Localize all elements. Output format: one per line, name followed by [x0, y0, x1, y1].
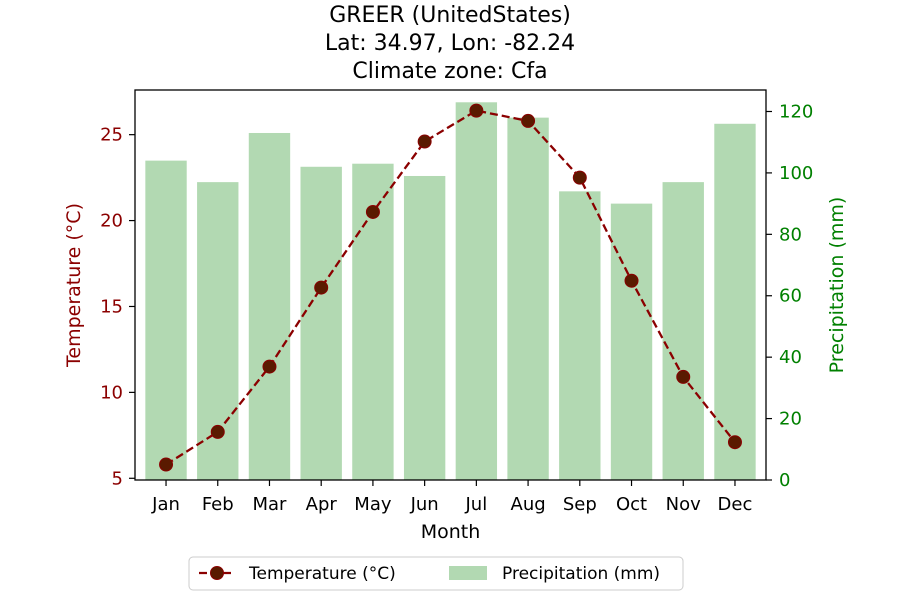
temperature-point-mar	[262, 359, 277, 374]
legend-temperature-label: Temperature (°C)	[248, 564, 396, 584]
x-tick-label-dec: Dec	[718, 494, 753, 515]
right-y-tick-label: 20	[779, 409, 802, 430]
x-tick-label-mar: Mar	[252, 494, 287, 515]
temperature-point-sep	[572, 170, 587, 185]
x-tick-label-may: May	[354, 494, 392, 515]
left-y-tick-label: 25	[100, 125, 123, 146]
precipitation-bar-sep	[559, 191, 601, 481]
precipitation-bar-nov	[662, 182, 704, 481]
precipitation-bar-oct	[610, 203, 653, 480]
right-y-tick-label: 60	[779, 286, 802, 307]
right-y-tick-label: 120	[779, 101, 813, 122]
precipitation-bar-jul	[455, 102, 498, 481]
temperature-point-jun	[417, 134, 432, 149]
precipitation-bar-jan	[145, 160, 187, 480]
temperature-line-path	[165, 109, 736, 466]
temperature-point-apr	[314, 280, 329, 295]
x-tick-label-jul: Jul	[465, 494, 488, 515]
left-y-tick-label: 20	[100, 211, 123, 232]
chart-title: GREER (UnitedStates) Lat: 34.97, Lon: -82…	[325, 3, 575, 84]
x-tick-label-sep: Sep	[563, 494, 597, 515]
left-y-axis-label: Temperature (°C)	[63, 203, 85, 368]
right-y-tick-label: 0	[779, 470, 790, 491]
x-tick-label-jun: Jun	[410, 494, 439, 515]
precipitation-bars	[145, 102, 756, 481]
x-tick-label-oct: Oct	[616, 494, 647, 515]
left-y-tick-label: 10	[100, 382, 123, 403]
temperature-point-dec	[727, 435, 742, 450]
temperature-line	[159, 103, 742, 472]
temperature-point-oct	[624, 273, 639, 288]
precipitation-bar-jun	[403, 175, 446, 480]
precipitation-bar-mar	[248, 132, 291, 480]
x-tick-label-apr: Apr	[306, 494, 338, 515]
temperature-point-aug	[521, 113, 536, 128]
precipitation-bar-apr	[300, 166, 342, 480]
x-tick-label-aug: Aug	[511, 494, 546, 515]
chart-title-line-3: Climate zone: Cfa	[352, 59, 547, 84]
right-y-tick-label: 100	[779, 163, 813, 184]
temperature-point-jan	[159, 457, 174, 472]
legend-precipitation-label: Precipitation (mm)	[502, 564, 660, 584]
legend: Temperature (°C) Precipitation (mm)	[188, 556, 684, 591]
plot-frame	[134, 89, 767, 481]
legend-box	[188, 556, 684, 591]
x-tick-label-nov: Nov	[666, 494, 701, 515]
chart-title-line-1: GREER (UnitedStates)	[329, 3, 571, 28]
temperature-point-may	[365, 204, 380, 219]
left-y-tick-label: 15	[100, 296, 123, 317]
temperature-point-jul	[469, 103, 484, 118]
x-axis: Jan Feb Mar Apr May Jun Jul Aug Sep Oct Nov Dec	[151, 480, 752, 515]
x-tick-label-jan: Jan	[151, 494, 180, 515]
left-y-axis: 5 10 15 20 25	[100, 125, 135, 489]
right-y-tick-label: 80	[779, 224, 802, 245]
precipitation-bar-aug	[507, 117, 549, 481]
precipitation-bar-dec	[714, 123, 756, 480]
chart-title-line-2: Lat: 34.97, Lon: -82.24	[325, 31, 575, 56]
x-axis-label: Month	[421, 521, 481, 543]
temperature-point-feb	[210, 424, 225, 439]
temperature-point-nov	[676, 369, 691, 384]
right-y-axis-label: Precipitation (mm)	[826, 197, 848, 374]
left-y-tick-label: 5	[112, 468, 123, 489]
right-y-axis: 0 20 40 60 80 100 120	[766, 101, 813, 491]
right-y-tick-label: 40	[779, 347, 802, 368]
legend-temperature-marker	[210, 566, 224, 580]
legend-precipitation-swatch	[449, 566, 487, 580]
x-tick-label-feb: Feb	[202, 494, 234, 515]
